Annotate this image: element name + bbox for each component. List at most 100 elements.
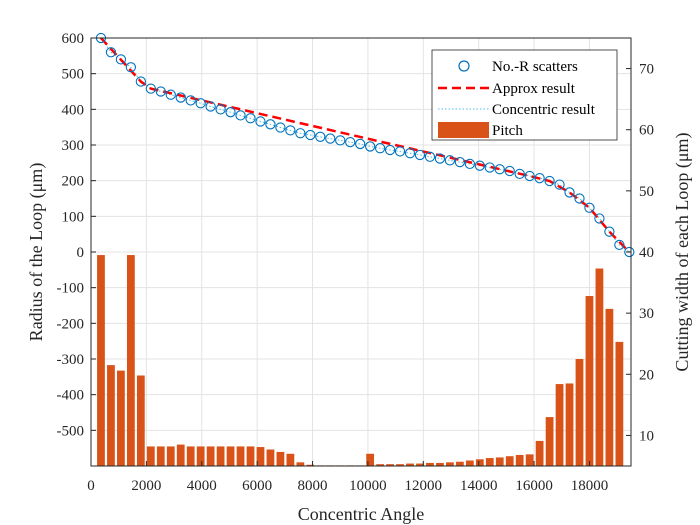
- pitch-bar: [376, 464, 384, 466]
- y-right-tick-label: 70: [639, 62, 654, 78]
- x-tick-label: 4000: [187, 478, 217, 494]
- y-left-tick-label: 0: [77, 245, 85, 261]
- scatter-point: [215, 104, 226, 115]
- scatter-point: [434, 153, 446, 164]
- scatter-point: [235, 110, 246, 121]
- scatter-point: [404, 148, 416, 159]
- pitch-bar: [416, 463, 424, 466]
- scatter-point: [374, 143, 386, 154]
- scatter-point: [594, 213, 605, 224]
- pitch-bar: [146, 446, 155, 466]
- scatter-point: [275, 122, 286, 133]
- y-right-tick-label: 40: [639, 245, 654, 261]
- scatter-point: [345, 136, 356, 148]
- pitch-bar: [555, 384, 564, 466]
- pitch-bar: [246, 446, 255, 466]
- scatter-point: [604, 226, 615, 237]
- y-left-tick-label: -300: [57, 352, 85, 368]
- pitch-bar: [97, 255, 105, 466]
- pitch-bar: [196, 446, 205, 466]
- x-tick-label: 0: [87, 478, 95, 494]
- y-left-tick-label: -500: [57, 423, 85, 439]
- pitch-bar: [107, 365, 115, 466]
- scatter-point: [155, 86, 166, 97]
- pitch-bar: [166, 446, 175, 466]
- pitch-bar: [585, 296, 594, 466]
- legend-box: [431, 49, 618, 141]
- pitch-bar: [426, 462, 434, 466]
- pitch-bar: [216, 446, 225, 466]
- scatter-point: [534, 173, 545, 184]
- y-left-tick-label: 400: [62, 102, 85, 118]
- x-tick-label: 12000: [405, 478, 443, 494]
- scatter-point: [105, 47, 117, 58]
- y-right-axis-label: Cutting width of each Loop (μm): [672, 132, 693, 371]
- scatter-point: [145, 83, 156, 94]
- legend-scatter-marker: [458, 60, 470, 72]
- scatter-point: [464, 158, 475, 170]
- scatter-points: [95, 32, 635, 258]
- pitch-bar: [366, 453, 375, 466]
- x-tick-label: 2000: [131, 478, 161, 494]
- pitch-bar: [575, 359, 584, 466]
- y-left-tick-label: 500: [62, 67, 85, 83]
- concentric-result-line: [100, 37, 630, 253]
- pitch-bar: [286, 453, 295, 466]
- scatter-point: [355, 138, 366, 150]
- y-left-tick-label: -200: [57, 316, 85, 332]
- pitch-bar: [406, 463, 414, 466]
- scatter-point: [205, 101, 216, 112]
- pitch-bar: [117, 370, 125, 466]
- y-right-tick-label: 20: [639, 367, 654, 383]
- pitch-bar: [226, 446, 235, 466]
- scatter-point: [444, 155, 456, 166]
- scatter-point: [135, 76, 146, 87]
- scatter-point: [614, 239, 625, 251]
- x-tick-label: 6000: [242, 478, 272, 494]
- y-left-tick-label: 300: [62, 138, 85, 154]
- scatter-point: [255, 116, 266, 127]
- pitch-bar: [605, 308, 614, 466]
- scatter-point: [544, 175, 555, 187]
- y-left-tick-label: -400: [57, 388, 85, 404]
- pitch-bar: [306, 464, 315, 466]
- scatter-point: [524, 170, 535, 182]
- pitch-bar: [136, 375, 145, 466]
- x-tick-label: 8000: [298, 478, 328, 494]
- pitch-bar: [266, 449, 275, 466]
- scatter-point: [494, 164, 505, 175]
- pitch-bar: [446, 462, 454, 466]
- pitch-bar: [176, 444, 185, 466]
- legend-label-approx: Approx result: [492, 81, 576, 97]
- pitch-bar: [485, 458, 494, 466]
- x-tick-label: 14000: [460, 478, 498, 494]
- pitch-bar: [495, 457, 504, 466]
- pitch-bar: [436, 462, 444, 466]
- scatter-point: [225, 107, 236, 118]
- pitch-bar: [545, 417, 554, 466]
- scatter-point: [624, 246, 635, 258]
- pitch-bar: [595, 268, 604, 466]
- y-right-tick-label: 50: [639, 184, 654, 200]
- pitch-bar: [206, 446, 215, 466]
- pitch-bars: [97, 255, 624, 466]
- scatter-point: [295, 128, 306, 139]
- pitch-bar: [236, 446, 245, 466]
- scatter-point: [175, 92, 186, 103]
- pitch-bar: [465, 460, 474, 466]
- y-left-axis-label: Radius of the Loop (μm): [26, 163, 47, 342]
- pitch-bar: [505, 456, 514, 466]
- y-right-tick-label: 30: [639, 306, 654, 322]
- scatter-point: [574, 193, 585, 204]
- pitch-bar: [396, 464, 404, 466]
- y-right-axis-ticks: 70 60 50 40 30 20 10: [626, 62, 654, 444]
- scatter-point: [414, 149, 426, 161]
- scatter-point: [484, 162, 495, 173]
- approx-result-line: [100, 37, 631, 253]
- scatter-point: [305, 129, 316, 141]
- pitch-bar: [515, 454, 524, 466]
- pitch-bar: [256, 447, 265, 466]
- scatter-point: [454, 156, 466, 168]
- scatter-point: [325, 133, 336, 144]
